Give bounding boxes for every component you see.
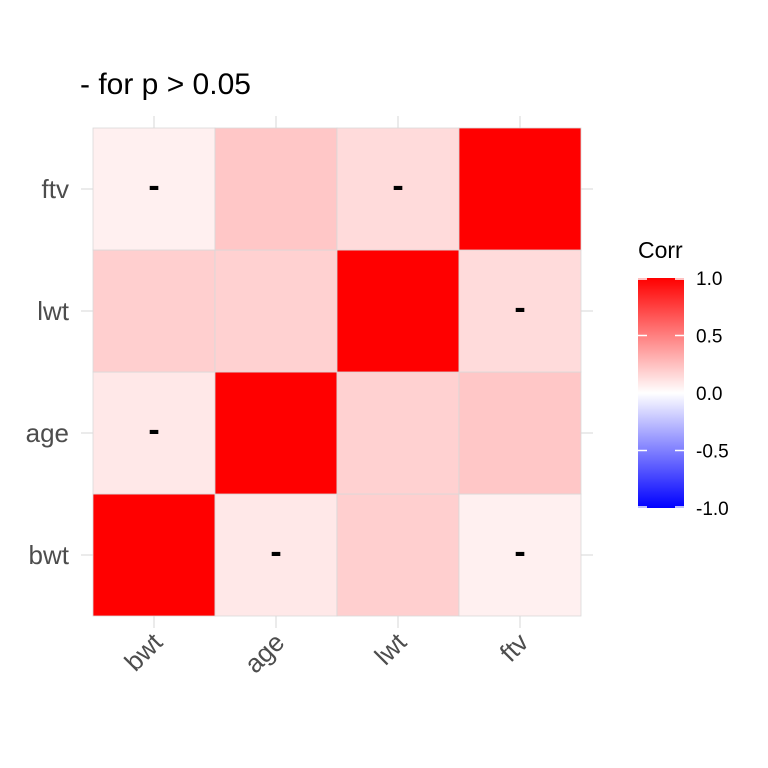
legend-title: Corr — [638, 237, 683, 263]
significance-mark: - — [148, 411, 159, 449]
legend-tick-label: -0.5 — [696, 442, 729, 463]
x-tick-label: bwt — [118, 626, 168, 676]
heatmap-cell-ftv-age — [458, 371, 582, 495]
heatmap-cell-ftv-ftv — [458, 127, 582, 251]
heatmap-cell-age-lwt — [214, 249, 338, 373]
x-tick-label: lwt — [369, 626, 413, 670]
y-axis: bwt age lwt ftv — [26, 174, 89, 570]
x-tick-label: age — [238, 627, 290, 679]
heatmap-cell-age-ftv — [214, 127, 338, 251]
y-tick-label: ftv — [42, 174, 69, 204]
significance-mark: - — [514, 533, 525, 571]
significance-mark: - — [148, 167, 159, 205]
legend-tick-label: 1.0 — [696, 269, 722, 290]
y-tick-label: lwt — [37, 296, 70, 326]
heatmap-cell-lwt-lwt — [336, 249, 460, 373]
chart-title: - for p > 0.05 — [80, 68, 251, 101]
heatmap-cell-age-bwt — [214, 493, 338, 617]
significance-mark: - — [514, 289, 525, 327]
heatmap-cell-bwt-lwt — [92, 249, 216, 373]
heatmap-cell-age-age — [214, 371, 338, 495]
y-tick-label: bwt — [29, 540, 70, 570]
heatmap-cell-bwt-bwt — [92, 493, 216, 617]
y-tick-label: age — [26, 418, 69, 448]
heatmap-cell-ftv-lwt — [458, 249, 582, 373]
legend: Corr 1.0 0.5 0.0 -0.5 -1.0 — [638, 237, 729, 520]
legend-tick-label: 0.5 — [696, 327, 722, 348]
heatmap-cell-lwt-ftv — [336, 127, 460, 251]
heatmap-cell-lwt-age — [336, 371, 460, 495]
legend-tick-label: 0.0 — [696, 384, 722, 405]
x-axis: bwt age lwt ftv — [118, 626, 534, 678]
heatmap-cell-bwt-age — [92, 371, 216, 495]
heatmap-cell-lwt-bwt — [336, 493, 460, 617]
significance-mark: - — [392, 167, 403, 205]
heatmap-cell-ftv-bwt — [458, 493, 582, 617]
heatmap-cells — [92, 127, 582, 617]
significance-mark: - — [270, 533, 281, 571]
x-tick-label: ftv — [494, 627, 535, 668]
legend-ticks: 1.0 0.5 0.0 -0.5 -1.0 — [638, 269, 729, 520]
legend-tick-label: -1.0 — [696, 499, 729, 520]
significance-marks: - - - - - - — [148, 167, 525, 571]
